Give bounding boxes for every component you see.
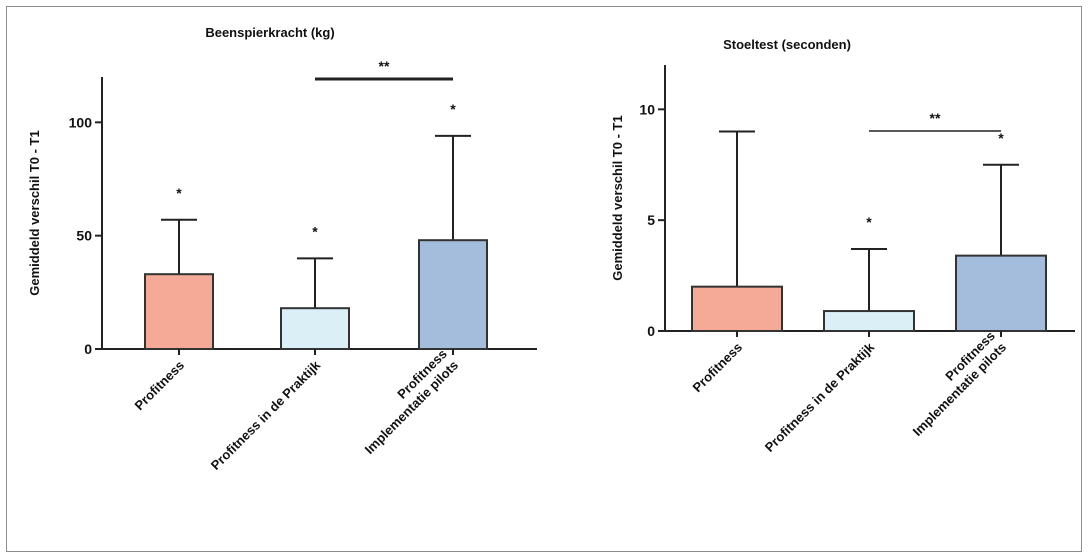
significance-marker: * [450, 101, 456, 117]
y-axis-label: Gemiddeld verschil T0 - T1 [27, 130, 42, 295]
category-label-line: Profitness in de Praktijk [762, 339, 878, 455]
bar [955, 254, 1047, 332]
category-label-line: Implementatie pilots [910, 340, 1009, 439]
category-label-line: Profitness [690, 340, 746, 396]
bar [691, 285, 783, 332]
chart-panel-1: Beenspierkracht (kg) Gemiddeld verschil T… [27, 25, 537, 473]
category-label: ProfitnessImplementatie pilots [350, 346, 461, 457]
bar [280, 307, 350, 351]
category-label: Profitness in de Praktijk [208, 357, 324, 473]
chart-canvas: Beenspierkracht (kg) Gemiddeld verschil T… [27, 25, 1075, 473]
y-tick-label: 0 [84, 341, 92, 357]
y-axis-label: Gemiddeld verschil T0 - T1 [610, 115, 625, 280]
significance-marker: * [312, 223, 318, 239]
chart-panel-2: Stoeltest (seconden) Gemiddeld verschil T… [610, 37, 1075, 455]
significance-bracket-label: ** [930, 110, 941, 126]
chart-title: Beenspierkracht (kg) [205, 25, 334, 40]
y-tick-label: 50 [76, 228, 92, 244]
y-tick-label: 100 [69, 114, 93, 130]
significance-marker: * [866, 214, 872, 230]
chart-figure: Beenspierkracht (kg) Gemiddeld verschil T… [6, 6, 1082, 552]
y-tick-label: 5 [647, 212, 655, 228]
significance-bracket-label: ** [379, 58, 390, 74]
y-tick-label: 0 [647, 323, 655, 339]
category-label-line: Profitness in de Praktijk [208, 357, 324, 473]
category-label: ProfitnessImplementatie pilots [898, 328, 1009, 439]
bar [418, 239, 488, 350]
category-label-line: Profitness [132, 358, 188, 414]
significance-marker: * [176, 185, 182, 201]
chart-title: Stoeltest (seconden) [723, 37, 851, 52]
category-label: Profitness [132, 358, 188, 414]
category-label: Profitness [690, 340, 746, 396]
significance-marker: * [998, 130, 1004, 146]
y-tick-label: 10 [639, 101, 655, 117]
category-label: Profitness in de Praktijk [762, 339, 878, 455]
category-label-line: Implementatie pilots [362, 358, 461, 457]
bar [144, 273, 214, 351]
bar [823, 310, 915, 332]
